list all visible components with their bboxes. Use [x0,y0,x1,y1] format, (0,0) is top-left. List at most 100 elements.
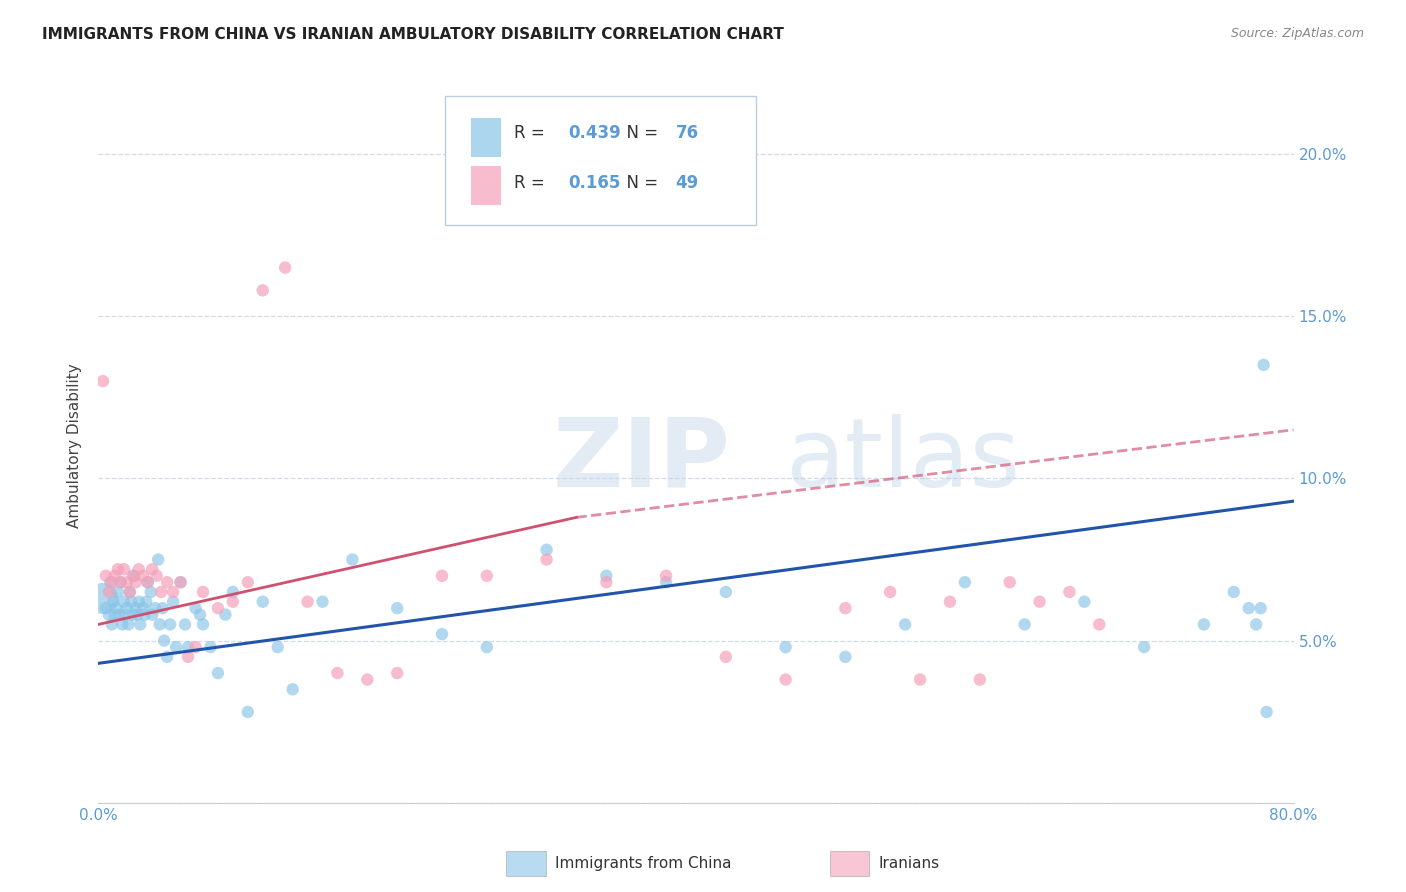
Point [169,575,191,590]
Point [117,617,139,632]
Point [200,640,222,654]
Point [111,617,134,632]
Point [1253,358,1275,372]
Point [342,552,364,566]
Point [430,568,453,582]
Point [110,575,132,590]
Point [475,568,498,582]
Point [139,585,162,599]
Bar [471,166,501,205]
Point [129,617,152,632]
Point [834,601,856,615]
Text: N =: N = [616,125,664,143]
Point [356,673,378,687]
Point [162,595,184,609]
Point [222,595,245,609]
Point [775,640,797,654]
Point [121,568,143,582]
Text: N =: N = [616,175,664,193]
Point [149,617,172,632]
Point [94,568,117,582]
Point [311,595,333,609]
Point [274,260,297,275]
Text: 0.439: 0.439 [568,125,621,143]
Point [174,617,197,632]
Point [953,575,976,590]
Point [252,283,274,297]
Point [135,595,157,609]
Point [252,595,274,609]
Point [169,575,191,590]
Point [191,617,214,632]
Point [152,601,174,615]
FancyBboxPatch shape [446,96,756,225]
Point [101,617,124,632]
Point [136,575,159,590]
Point [297,595,319,609]
Point [177,640,200,654]
Point [184,640,207,654]
Text: IMMIGRANTS FROM CHINA VS IRANIAN AMBULATORY DISABILITY CORRELATION CHART: IMMIGRANTS FROM CHINA VS IRANIAN AMBULAT… [42,27,785,42]
Text: Immigrants from China: Immigrants from China [555,856,733,871]
Point [97,585,120,599]
Point [162,585,184,599]
Point [1237,601,1260,615]
Point [108,607,131,622]
Point [132,601,155,615]
Point [998,575,1021,590]
Point [714,585,737,599]
Point [1244,617,1267,632]
Text: Source: ZipAtlas.com: Source: ZipAtlas.com [1230,27,1364,40]
Point [714,649,737,664]
Point [1192,617,1215,632]
Point [1250,601,1272,615]
Point [104,568,127,582]
Point [121,607,143,622]
Point [207,601,229,615]
Point [148,552,170,566]
Point [184,601,207,615]
Point [236,575,259,590]
Point [118,585,141,599]
Point [94,601,117,615]
Point [98,575,122,590]
Point [134,607,156,622]
Point [159,617,181,632]
Point [191,585,214,599]
Text: 49: 49 [676,175,699,193]
Point [112,562,135,576]
Point [222,585,245,599]
Point [124,568,146,582]
Bar [471,118,501,157]
Point [132,568,155,582]
Point [775,673,797,687]
Point [110,575,132,590]
Point [595,568,617,582]
Point [655,568,678,582]
Point [536,542,558,557]
Point [207,666,229,681]
Point [107,585,129,599]
Point [177,649,200,664]
Point [101,575,124,590]
Point [114,607,136,622]
Point [1073,595,1095,609]
Point [879,585,901,599]
Point [125,601,148,615]
Text: 76: 76 [676,125,699,143]
Point [127,607,149,622]
Point [156,649,179,664]
Point [97,607,120,622]
Point [153,633,176,648]
Point [1088,617,1111,632]
Text: 0.165: 0.165 [568,175,620,193]
Point [281,682,304,697]
Point [136,575,159,590]
Point [1256,705,1278,719]
Point [115,601,138,615]
Text: Iranians: Iranians [879,856,939,871]
Point [143,601,166,615]
Point [104,607,127,622]
Point [894,617,917,632]
Point [475,640,498,654]
